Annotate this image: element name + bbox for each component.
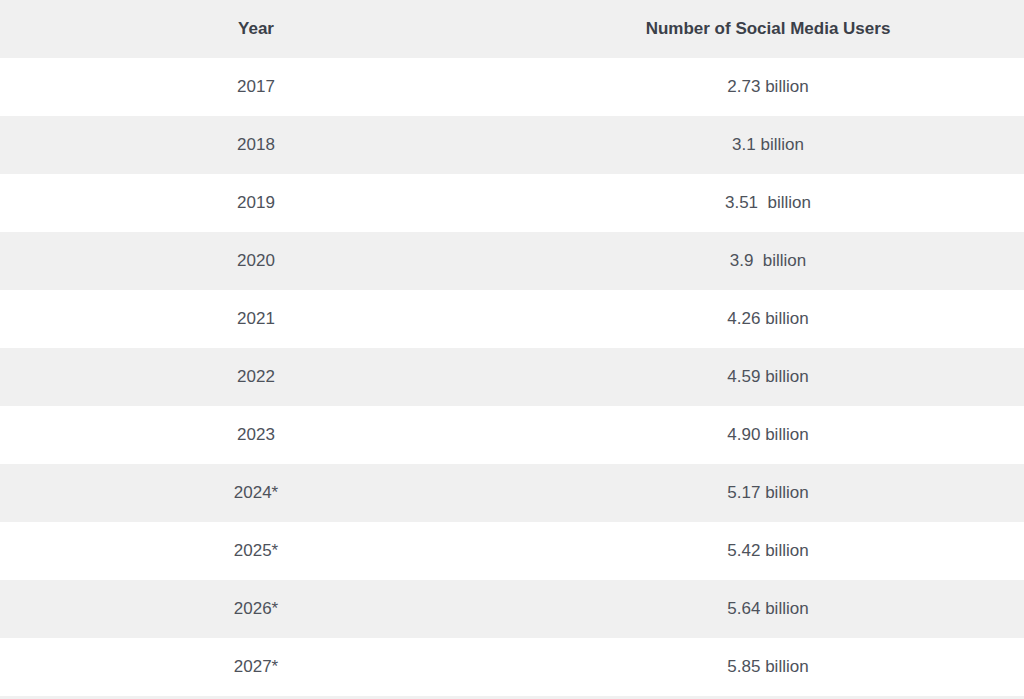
users-cell: 3.1 billion [512, 135, 1024, 155]
year-cell: 2023 [0, 425, 512, 445]
table-row: 2027* 5.85 billion [0, 638, 1024, 696]
users-cell: 5.64 billion [512, 599, 1024, 619]
year-cell: 2019 [0, 193, 512, 213]
table-row: 2018 3.1 billion [0, 116, 1024, 174]
table-row: 2023 4.90 billion [0, 406, 1024, 464]
users-cell: 4.90 billion [512, 425, 1024, 445]
year-cell: 2024* [0, 483, 512, 503]
table-row: 2022 4.59 billion [0, 348, 1024, 406]
year-cell: 2027* [0, 657, 512, 677]
table-row: 2026* 5.64 billion [0, 580, 1024, 638]
year-cell: 2017 [0, 77, 512, 97]
table-row: 2017 2.73 billion [0, 58, 1024, 116]
users-column-header: Number of Social Media Users [512, 19, 1024, 39]
table-row: 2025* 5.42 billion [0, 522, 1024, 580]
year-cell: 2018 [0, 135, 512, 155]
table-header-row: Year Number of Social Media Users [0, 0, 1024, 58]
table-row: 2024* 5.17 billion [0, 464, 1024, 522]
table-row: 2021 4.26 billion [0, 290, 1024, 348]
year-cell: 2026* [0, 599, 512, 619]
users-cell: 4.26 billion [512, 309, 1024, 329]
users-cell: 3.51 billion [512, 193, 1024, 213]
year-cell: 2022 [0, 367, 512, 387]
users-cell: 5.85 billion [512, 657, 1024, 677]
year-cell: 2020 [0, 251, 512, 271]
users-cell: 5.42 billion [512, 541, 1024, 561]
table-row: 2020 3.9 billion [0, 232, 1024, 290]
users-cell: 2.73 billion [512, 77, 1024, 97]
year-cell: 2021 [0, 309, 512, 329]
social-media-users-table: Year Number of Social Media Users 2017 2… [0, 0, 1024, 699]
users-cell: 4.59 billion [512, 367, 1024, 387]
users-cell: 3.9 billion [512, 251, 1024, 271]
year-column-header: Year [0, 19, 512, 39]
users-cell: 5.17 billion [512, 483, 1024, 503]
table-row: 2019 3.51 billion [0, 174, 1024, 232]
year-cell: 2025* [0, 541, 512, 561]
